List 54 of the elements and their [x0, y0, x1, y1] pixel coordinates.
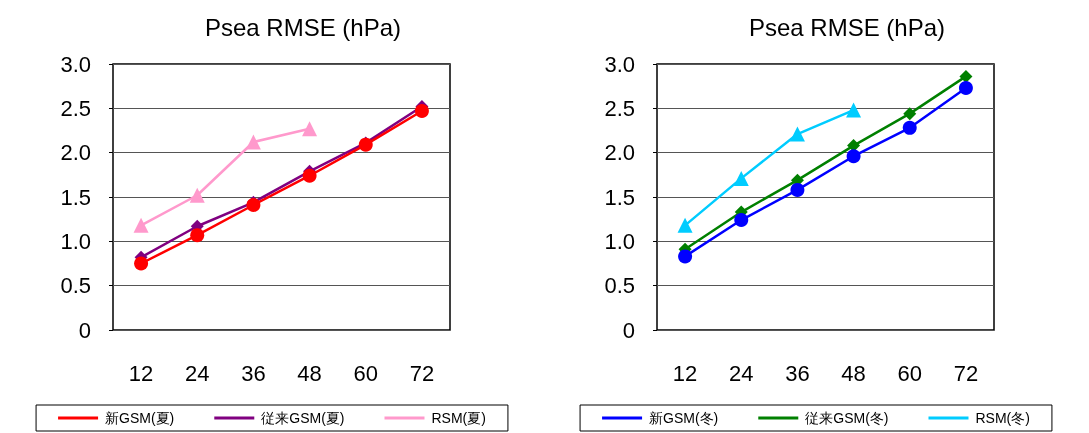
y-tick-label: 0.5 — [604, 273, 635, 299]
x-tick-label: 36 — [785, 360, 810, 386]
point — [902, 120, 917, 135]
x-tick-label: 36 — [241, 360, 266, 386]
y-tick-label: 2.0 — [60, 140, 91, 166]
point — [414, 104, 429, 118]
point — [846, 102, 862, 118]
x-tick-label: 72 — [409, 360, 435, 386]
point — [734, 213, 749, 228]
legend-label: 従来GSM(冬) — [805, 410, 889, 426]
point — [959, 69, 973, 83]
y-tick-label: 3.0 — [604, 51, 635, 77]
chart-title: Psea RMSE (hPa) — [748, 13, 946, 41]
point — [245, 134, 261, 150]
x-tick-label: 48 — [841, 360, 866, 386]
y-tick-label: 2.5 — [60, 95, 91, 121]
y-tick-label: 2.0 — [604, 140, 635, 166]
x-tick-label: 48 — [297, 360, 322, 386]
legend-label: 従来GSM(夏) — [261, 410, 345, 426]
point — [846, 149, 861, 164]
point — [790, 182, 805, 197]
y-tick-label: 3.0 — [60, 51, 91, 77]
legend-label: 新GSM(冬) — [649, 410, 719, 426]
point — [789, 126, 805, 142]
point — [189, 187, 205, 203]
point — [903, 107, 917, 121]
x-tick-label: 24 — [185, 360, 210, 386]
point — [302, 121, 318, 137]
point — [678, 249, 693, 264]
point — [133, 217, 149, 233]
x-tick-label: 60 — [897, 360, 922, 386]
chart-title: Psea RMSE (hPa) — [204, 13, 402, 41]
point — [958, 80, 973, 95]
point — [134, 256, 149, 271]
legend-label: 新GSM(夏) — [105, 410, 175, 426]
y-tick-label: 1.0 — [604, 228, 635, 254]
y-tick-label: 1.5 — [604, 184, 635, 210]
point — [677, 217, 693, 233]
x-tick-label: 72 — [953, 360, 979, 386]
legend-label: RSM(夏) — [431, 410, 486, 426]
x-tick-label: 60 — [353, 360, 378, 386]
y-tick-label: 0 — [78, 317, 91, 343]
y-tick-label: 1.5 — [60, 184, 91, 210]
y-tick-label: 0 — [622, 317, 635, 343]
point — [190, 228, 205, 243]
point — [733, 170, 749, 186]
x-tick-label: 12 — [128, 360, 154, 386]
point — [302, 168, 317, 183]
x-tick-label: 24 — [729, 360, 754, 386]
legend-label: RSM(冬) — [975, 410, 1030, 426]
y-tick-label: 1.0 — [60, 228, 91, 254]
y-tick-label: 0.5 — [60, 273, 91, 299]
y-tick-label: 2.5 — [604, 95, 635, 121]
x-tick-label: 12 — [672, 360, 698, 386]
